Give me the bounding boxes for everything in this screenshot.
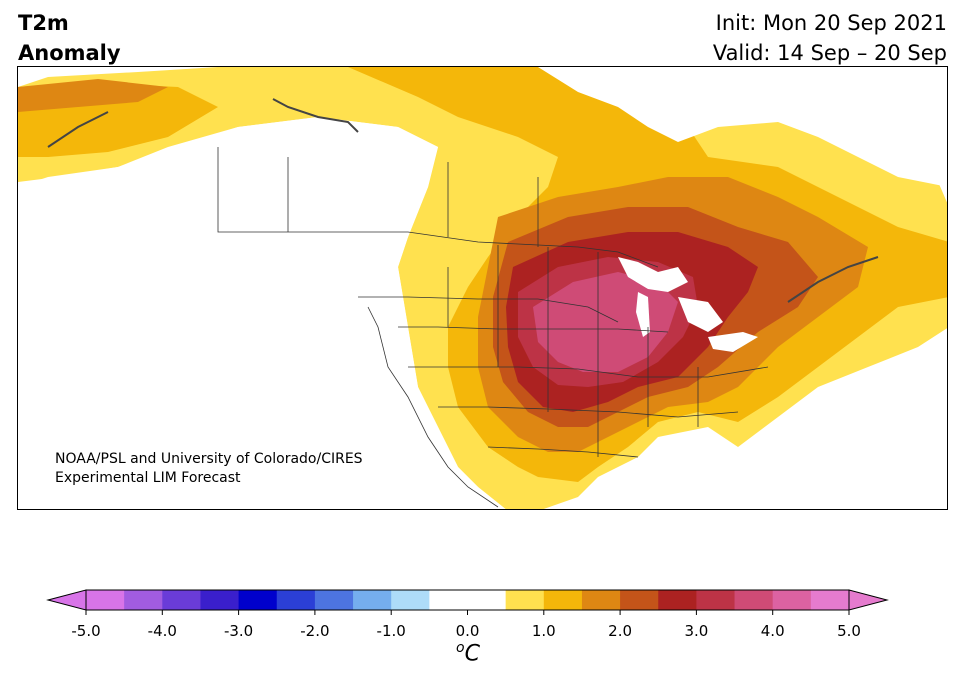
colorbar-segment xyxy=(276,590,316,610)
colorbar-tick-label: -5.0 xyxy=(71,622,101,640)
colorbar-over-arrow xyxy=(848,589,889,611)
mackenzie-river xyxy=(272,98,359,133)
colorbar-segment xyxy=(314,590,354,610)
colorbar-segment xyxy=(124,590,163,610)
st-lawrence-river xyxy=(787,256,879,303)
colorbar-segment xyxy=(162,590,201,610)
colorbar-segment xyxy=(810,590,850,610)
colorbar-segment xyxy=(467,590,507,610)
colorbar-segment xyxy=(353,590,392,610)
colorbar-under-arrow xyxy=(46,589,87,611)
lake-superior xyxy=(618,257,688,292)
colorbar-segment xyxy=(238,590,278,610)
us-canada-border xyxy=(217,147,659,268)
province-lines xyxy=(287,157,539,247)
colorbar-unit-label: oC xyxy=(456,640,480,666)
title-line-2: Anomaly xyxy=(18,41,121,65)
state-lines-vertical xyxy=(447,245,699,457)
political-borders xyxy=(217,147,769,508)
colorbar-segment xyxy=(429,590,468,610)
title-line-1: T2m xyxy=(18,11,69,35)
map-title: T2m Anomaly xyxy=(18,8,121,68)
init-date: Init: Mon 20 Sep 2021 xyxy=(715,11,947,35)
lake-huron xyxy=(678,297,723,332)
colorbar-ticks xyxy=(85,610,850,615)
lake-michigan xyxy=(636,292,650,337)
colorbar-tick-label: -1.0 xyxy=(376,622,406,640)
colorbar-tick-label: -3.0 xyxy=(223,622,254,640)
credit-line-1: NOAA/PSL and University of Colorado/CIRE… xyxy=(55,451,363,467)
colorbar-segment xyxy=(505,590,545,610)
colorbar-segments xyxy=(86,590,850,610)
colorbar-segment xyxy=(543,590,583,610)
forecast-dates: Init: Mon 20 Sep 2021 Valid: 14 Sep – 20… xyxy=(713,8,947,68)
western-white-region xyxy=(18,117,506,509)
west-coastline xyxy=(367,306,499,508)
unit-degree: o xyxy=(456,640,465,656)
state-line-2 xyxy=(398,326,669,333)
colorbar-tick-label: 4.0 xyxy=(760,622,785,640)
lake-erie xyxy=(708,332,758,352)
colorbar-segment xyxy=(86,590,125,610)
state-line-4 xyxy=(438,406,739,418)
anomaly-fields xyxy=(18,67,947,509)
colorbar-segment xyxy=(696,590,736,610)
colorbar-tick-label: 0.0 xyxy=(455,622,480,640)
colorbar-segment xyxy=(658,590,697,610)
credit-line-2: Experimental LIM Forecast xyxy=(55,470,241,486)
colorbar xyxy=(46,589,889,615)
colorbar-segment xyxy=(772,590,812,610)
colorbar-tick-label: 5.0 xyxy=(837,622,861,640)
state-line-1 xyxy=(358,296,619,323)
colorbar-tick-label: -4.0 xyxy=(147,622,177,640)
water-areas xyxy=(18,67,947,509)
unit-celsius: C xyxy=(464,641,480,667)
data-credit: NOAA/PSL and University of Colorado/CIRE… xyxy=(55,450,363,488)
colorbar-segment xyxy=(620,590,659,610)
colorbar-segment xyxy=(391,590,430,610)
yukon-river xyxy=(47,111,109,148)
colorbar-tick-label: -2.0 xyxy=(300,622,330,640)
colorbar-segment xyxy=(200,590,240,610)
colorbar-tick-label: 3.0 xyxy=(684,622,709,640)
colorbar-tick-label: 1.0 xyxy=(531,622,556,640)
rivers xyxy=(47,98,879,303)
valid-range: Valid: 14 Sep – 20 Sep xyxy=(712,41,947,65)
colorbar-segment xyxy=(581,590,621,610)
colorbar-segment xyxy=(734,590,774,610)
state-line-5 xyxy=(487,446,639,458)
map-canvas xyxy=(18,67,947,509)
hudson-bay-area xyxy=(538,67,947,187)
state-line-3 xyxy=(408,366,769,378)
anomaly-map: NOAA/PSL and University of Colorado/CIRE… xyxy=(17,66,948,510)
colorbar-tick-label: 2.0 xyxy=(608,622,633,640)
